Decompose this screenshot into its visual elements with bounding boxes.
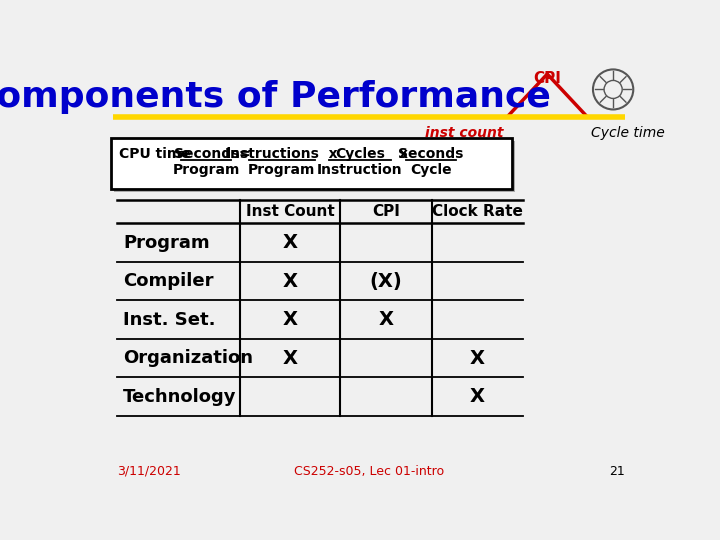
FancyBboxPatch shape: [114, 141, 515, 192]
Text: X: X: [470, 387, 485, 406]
Text: Cycle: Cycle: [410, 163, 452, 177]
Text: CPI: CPI: [372, 204, 400, 219]
Text: CPI: CPI: [534, 71, 561, 86]
Text: Program: Program: [173, 163, 240, 177]
Text: =: =: [177, 147, 189, 161]
Text: CPU time: CPU time: [120, 147, 192, 161]
Text: X: X: [470, 349, 485, 368]
FancyBboxPatch shape: [111, 138, 512, 189]
Text: X: X: [282, 233, 297, 252]
Text: Instructions  x: Instructions x: [225, 147, 338, 161]
Text: Program: Program: [123, 234, 210, 252]
Text: Clock Rate: Clock Rate: [432, 204, 523, 219]
Text: (X): (X): [369, 272, 402, 291]
Text: Inst Count: Inst Count: [246, 204, 334, 219]
Text: Technology: Technology: [123, 388, 237, 406]
Text: Seconds: Seconds: [174, 147, 239, 161]
Text: X: X: [282, 310, 297, 329]
Text: X: X: [379, 310, 394, 329]
Text: X: X: [282, 349, 297, 368]
Text: =: =: [239, 147, 251, 161]
Text: X: X: [282, 272, 297, 291]
Text: Compiler: Compiler: [123, 272, 214, 290]
Text: Instruction: Instruction: [317, 163, 402, 177]
Text: Cycle time: Cycle time: [590, 126, 665, 140]
Text: Organization: Organization: [123, 349, 253, 367]
Text: inst count: inst count: [426, 126, 504, 140]
Text: Seconds: Seconds: [398, 147, 464, 161]
Text: 3/11/2021: 3/11/2021: [117, 465, 181, 478]
Text: x: x: [398, 147, 408, 161]
Text: 21: 21: [609, 465, 625, 478]
Text: Program: Program: [248, 163, 315, 177]
Text: Inst. Set.: Inst. Set.: [123, 310, 216, 329]
Text: CS252-s05, Lec 01-intro: CS252-s05, Lec 01-intro: [294, 465, 444, 478]
Text: Cycles: Cycles: [335, 147, 384, 161]
Text: Components of Performance: Components of Performance: [0, 80, 551, 114]
